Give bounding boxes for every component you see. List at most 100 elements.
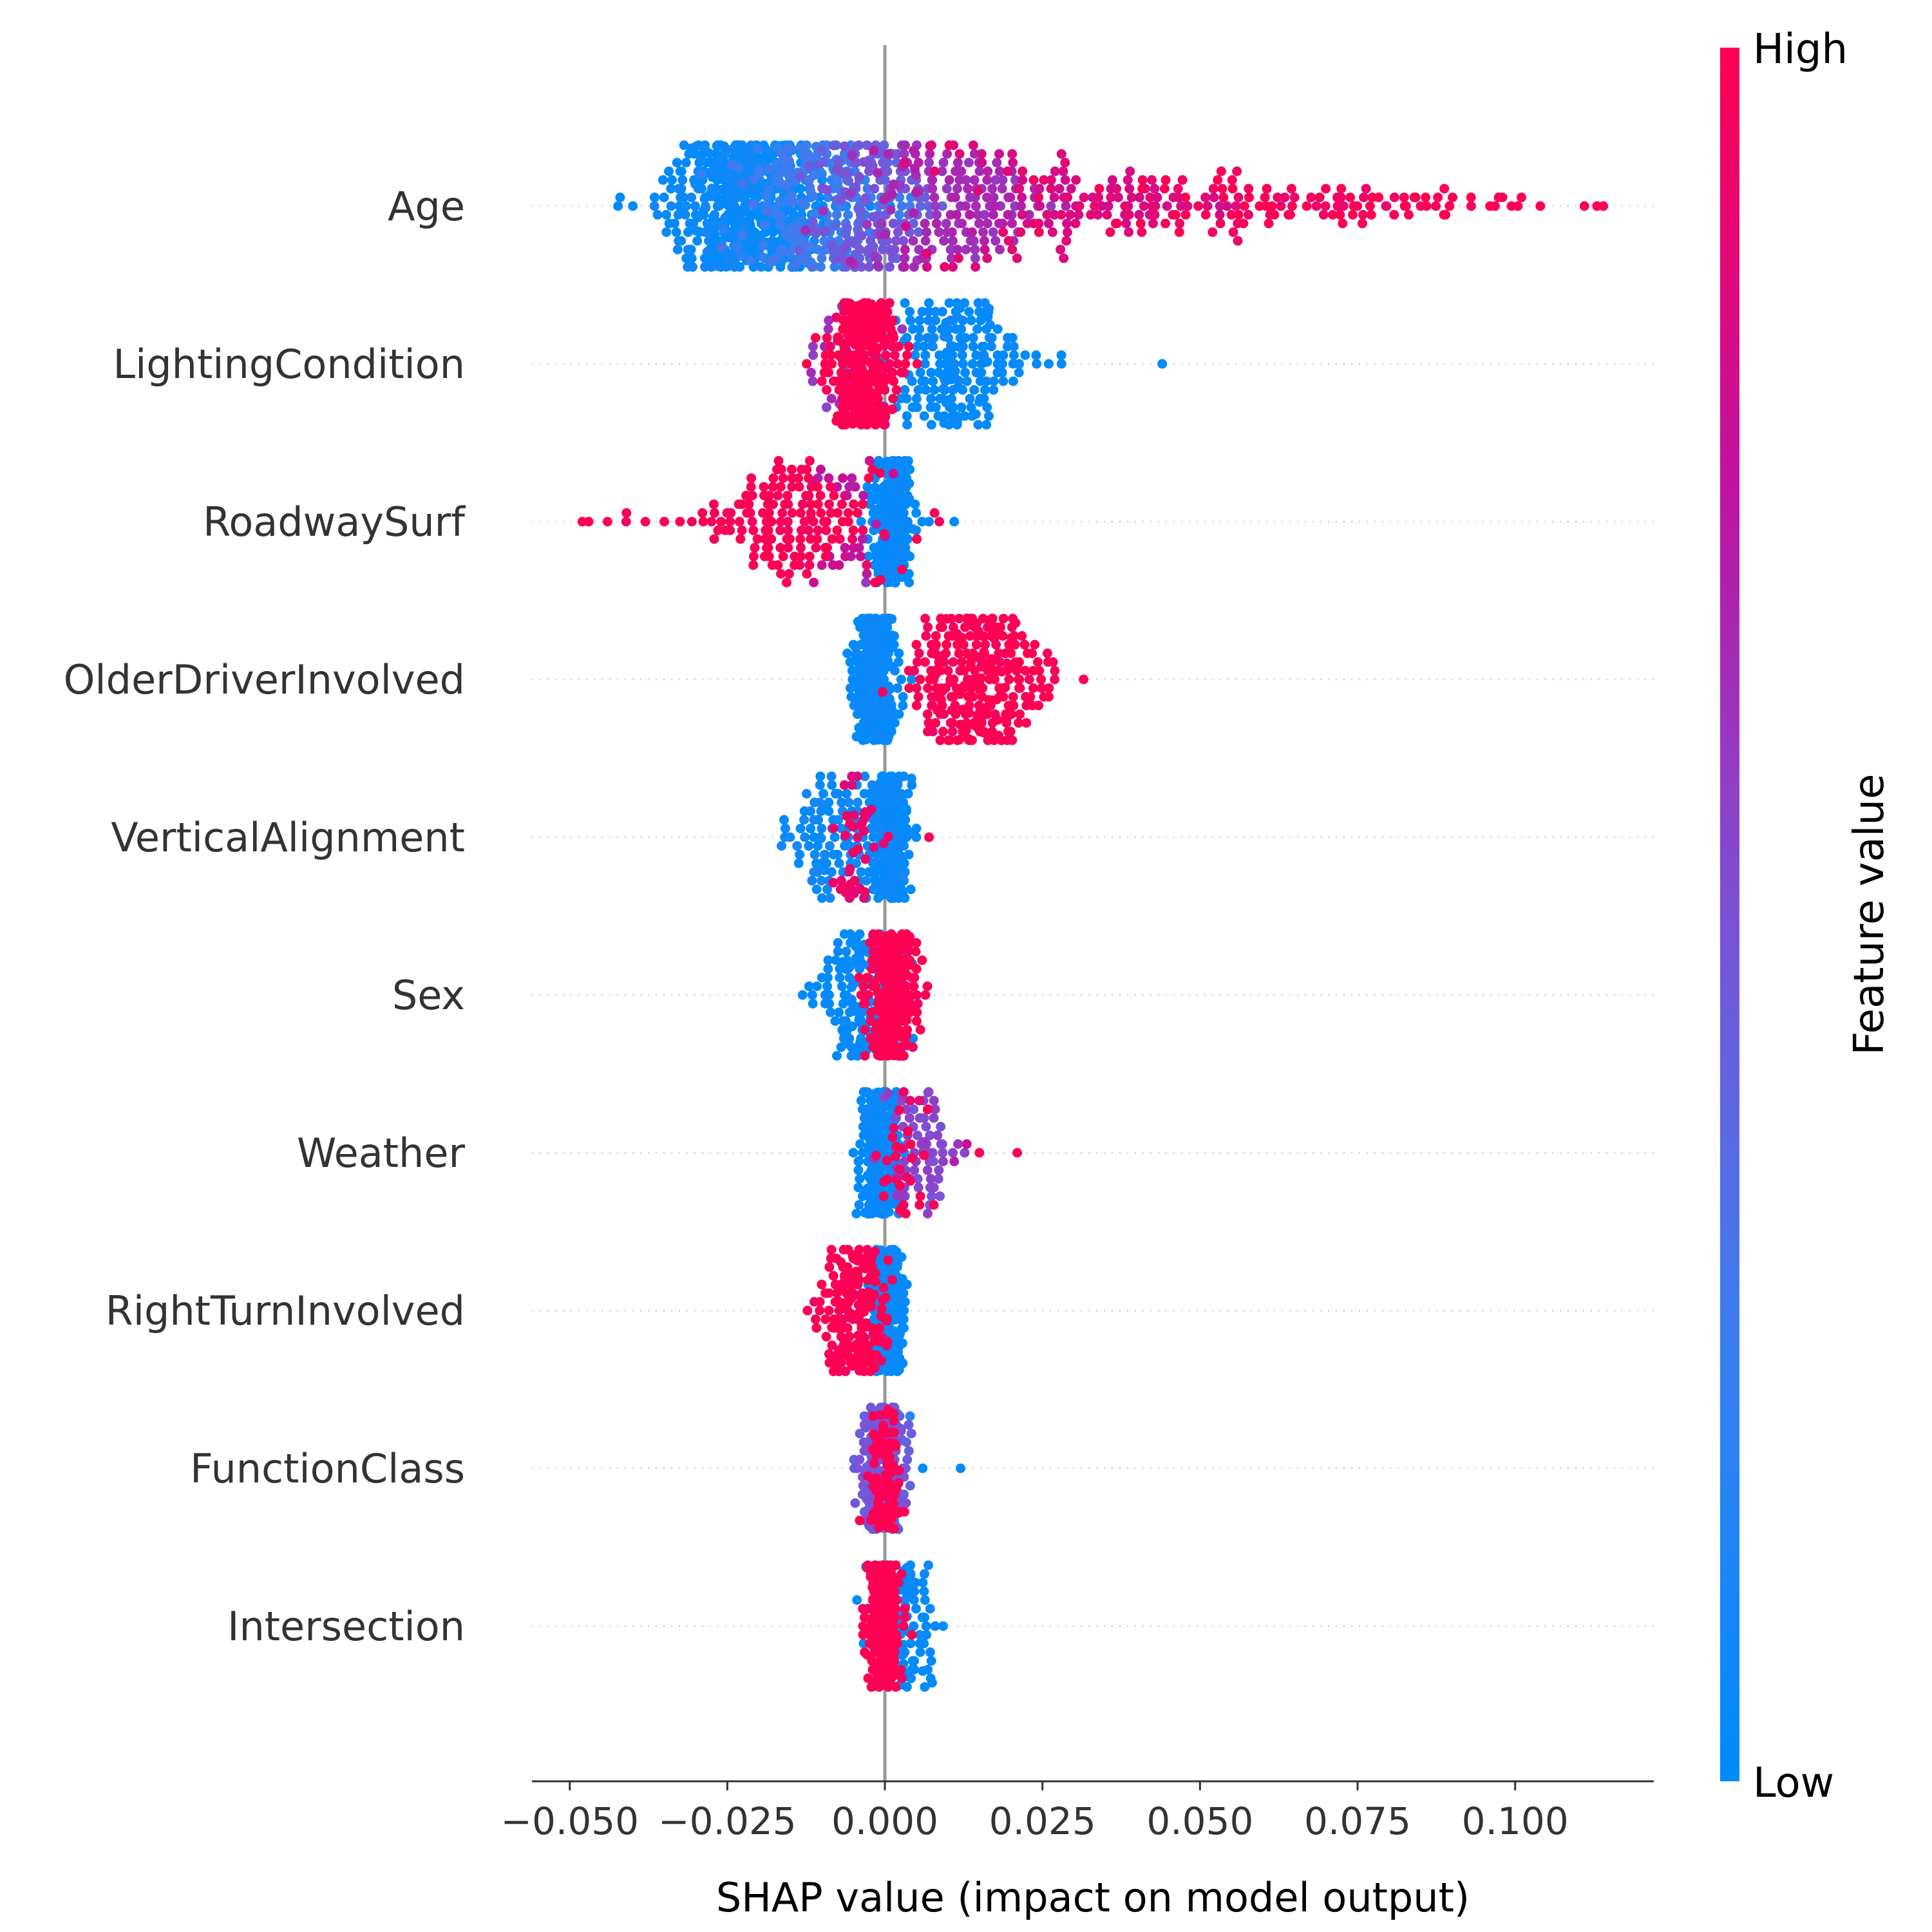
data-point	[854, 1274, 864, 1285]
data-point	[860, 1186, 871, 1195]
data-point	[763, 543, 773, 553]
data-point	[900, 359, 911, 369]
data-point	[895, 1353, 905, 1363]
data-point	[735, 251, 746, 261]
data-point	[879, 529, 889, 539]
data-point	[778, 551, 788, 562]
data-point	[812, 482, 822, 492]
data-point	[782, 578, 791, 587]
data-point	[982, 218, 992, 229]
data-point	[698, 516, 708, 527]
data-point	[1027, 701, 1037, 710]
data-point	[981, 376, 991, 386]
data-point	[735, 534, 746, 544]
data-point	[819, 789, 829, 799]
data-point	[849, 876, 860, 886]
data-point	[878, 687, 888, 697]
data-point	[850, 1343, 860, 1353]
data-point	[1061, 201, 1071, 211]
data-point	[817, 858, 827, 868]
data-point	[859, 1113, 869, 1123]
data-point	[1283, 210, 1294, 220]
data-point	[917, 955, 927, 965]
data-point	[1036, 683, 1046, 693]
data-point	[911, 508, 922, 518]
data-point	[870, 661, 880, 672]
data-point	[1008, 158, 1018, 167]
data-point	[853, 348, 864, 358]
data-point	[745, 256, 755, 266]
data-point	[896, 1008, 907, 1018]
data-point	[911, 171, 921, 180]
data-point	[1024, 210, 1034, 220]
data-point	[846, 929, 855, 939]
data-point	[890, 666, 900, 676]
data-point	[814, 160, 824, 170]
data-point	[832, 164, 842, 175]
data-point	[671, 227, 681, 237]
data-point	[676, 166, 687, 176]
data-point	[667, 175, 677, 185]
data-point	[824, 499, 834, 509]
data-point	[821, 526, 831, 535]
data-point	[1056, 245, 1066, 254]
data-point	[980, 639, 990, 650]
data-point	[800, 239, 810, 249]
data-point	[863, 1275, 873, 1285]
data-point	[723, 210, 733, 220]
data-point	[857, 534, 867, 544]
data-point	[815, 1305, 825, 1316]
data-point	[867, 780, 877, 790]
data-point	[1168, 193, 1179, 202]
data-point	[1009, 341, 1019, 352]
data-point	[1034, 193, 1044, 202]
data-point	[748, 560, 759, 570]
data-point	[1160, 218, 1171, 229]
data-point	[896, 1028, 905, 1038]
data-point	[948, 622, 958, 632]
data-point	[820, 359, 830, 369]
data-point	[884, 1031, 895, 1041]
data-point	[922, 981, 933, 991]
data-point	[902, 420, 913, 430]
data-point	[972, 324, 983, 334]
data-point	[817, 169, 827, 179]
data-point	[778, 473, 788, 483]
data-point	[837, 254, 847, 265]
data-point	[808, 191, 819, 201]
data-point	[978, 660, 989, 670]
data-point	[888, 179, 898, 189]
data-point	[929, 166, 940, 176]
data-point	[750, 543, 760, 553]
data-point	[832, 175, 842, 185]
data-point	[948, 385, 958, 395]
data-point	[871, 392, 881, 402]
data-point	[901, 1209, 911, 1218]
data-point	[919, 411, 929, 421]
data-point	[764, 508, 774, 518]
data-point	[782, 491, 793, 500]
data-point	[706, 191, 717, 202]
data-point	[889, 1123, 899, 1133]
data-point	[858, 499, 867, 509]
data-point	[843, 1039, 853, 1049]
data-point	[982, 175, 992, 185]
data-point	[1233, 193, 1244, 202]
data-point	[1287, 201, 1297, 211]
row-guides	[532, 205, 1654, 1627]
data-point	[856, 1034, 866, 1043]
data-point	[1028, 175, 1039, 185]
data-point	[777, 244, 787, 254]
data-point	[824, 1349, 834, 1359]
data-point	[898, 772, 909, 781]
data-point	[1050, 674, 1060, 685]
data-point	[934, 1165, 944, 1175]
data-point	[953, 375, 963, 386]
data-point	[1121, 218, 1132, 229]
data-point	[887, 1132, 898, 1142]
data-point	[661, 210, 672, 220]
data-point	[968, 140, 978, 150]
data-point	[883, 1255, 893, 1265]
data-point	[833, 508, 843, 518]
data-point	[811, 543, 821, 553]
